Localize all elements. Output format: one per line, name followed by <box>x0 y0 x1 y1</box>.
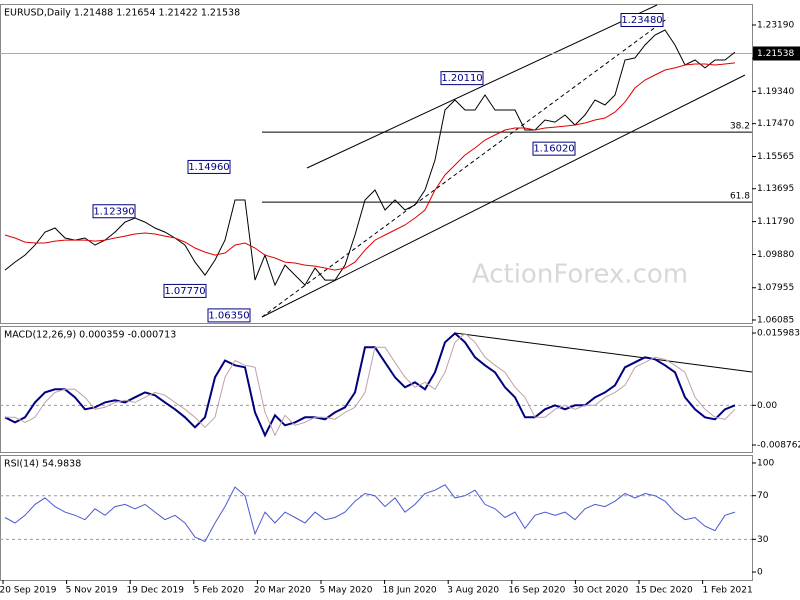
annotation-box <box>187 159 231 174</box>
panel-title: EURUSD,Daily 1.21488 1.21654 1.21422 1.2… <box>4 8 240 19</box>
channel-upper <box>306 4 658 169</box>
y-tick-label: 1.19340 <box>757 87 794 97</box>
current-price-label: 1.21538 <box>757 49 794 59</box>
annotation-label: 1.14960 <box>188 162 229 173</box>
annotation-box <box>532 141 576 156</box>
y-tick-label: 70 <box>757 491 769 501</box>
annotation-box <box>440 71 484 86</box>
y-tick-label: 1.09880 <box>757 250 794 260</box>
x-tick-label: 16 Sep 2020 <box>508 586 565 596</box>
y-tick-label: 1.11790 <box>757 217 794 227</box>
y-tick-label: 1.15565 <box>757 152 794 162</box>
y-tick-label: 30 <box>757 535 769 545</box>
watermark: ActionForex.com <box>472 260 688 290</box>
y-tick-label: 1.17470 <box>757 119 794 129</box>
annotation-label: 1.16020 <box>533 144 574 155</box>
x-tick-label: 30 Oct 2020 <box>573 586 629 596</box>
y-tick-label: 1.13695 <box>757 184 794 194</box>
x-tick-label: 5 May 2020 <box>320 586 373 596</box>
series-line <box>4 484 736 543</box>
current-price-box <box>753 46 800 61</box>
series-line <box>4 62 736 271</box>
y-tick-label: 1.06085 <box>757 315 794 325</box>
panel-title: RSI(14) 54.9838 <box>4 459 81 470</box>
y-tick-label: 1.23190 <box>757 21 794 31</box>
annotation-label: 1.20110 <box>441 73 482 84</box>
annotation-label: 1.06350 <box>208 310 249 321</box>
annotation-box <box>163 283 207 298</box>
x-tick-label: 19 Dec 2019 <box>126 586 184 596</box>
x-tick-label: 1 Feb 2021 <box>702 586 752 596</box>
fib-label: 38.2 <box>730 122 750 132</box>
annotation-box <box>92 204 136 219</box>
fib-label: 61.8 <box>730 192 750 202</box>
x-tick-label: 5 Feb 2020 <box>194 586 245 596</box>
series-line <box>4 332 736 438</box>
x-tick-label: 18 Jun 2020 <box>383 586 437 596</box>
y-tick-label: 1.07955 <box>757 283 794 293</box>
panel-title: MACD(12,26,9) 0.000359 -0.000713 <box>4 330 176 341</box>
rsi-panel <box>0 455 753 581</box>
x-tick-label: 20 Mar 2020 <box>254 586 311 596</box>
annotation-box <box>207 308 251 323</box>
series-line <box>5 332 736 437</box>
y-tick-label: 0 <box>757 568 763 578</box>
price-panel <box>0 4 753 324</box>
y-tick-label: 0.015983 <box>757 329 800 339</box>
x-tick-label: 5 Nov 2019 <box>66 586 118 596</box>
y-tick-label: 0.00 <box>757 401 777 411</box>
series-line <box>4 29 736 287</box>
channel-lower <box>261 74 746 318</box>
macd-trendline <box>454 332 753 373</box>
annotation-label: 1.12390 <box>93 206 134 217</box>
annotation-label: 1.07770 <box>164 286 205 297</box>
x-tick-label: 3 Aug 2020 <box>447 586 499 596</box>
channel-mid <box>261 17 669 318</box>
macd-panel <box>0 326 753 453</box>
annotation-label: 1.23480 <box>621 15 662 26</box>
x-tick-label: 15 Dec 2020 <box>635 586 693 596</box>
y-tick-label: 100 <box>757 458 774 468</box>
annotation-box <box>620 13 664 28</box>
y-tick-label: -0.008762 <box>757 440 800 450</box>
x-tick-label: 20 Sep 2019 <box>0 586 57 596</box>
